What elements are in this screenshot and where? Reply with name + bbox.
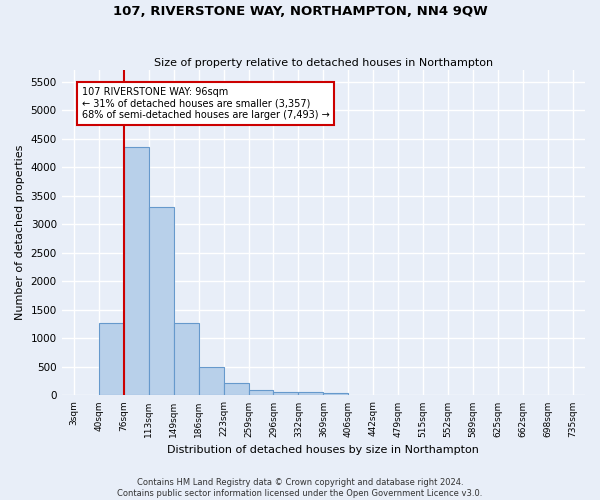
Text: Contains HM Land Registry data © Crown copyright and database right 2024.
Contai: Contains HM Land Registry data © Crown c… <box>118 478 482 498</box>
Bar <box>149 207 174 396</box>
Bar <box>174 323 199 396</box>
Bar <box>274 392 298 396</box>
X-axis label: Distribution of detached houses by size in Northampton: Distribution of detached houses by size … <box>167 445 479 455</box>
Bar <box>199 368 224 396</box>
Y-axis label: Number of detached properties: Number of detached properties <box>15 145 25 320</box>
Bar <box>248 390 274 396</box>
Bar <box>323 392 348 396</box>
Bar <box>224 383 248 396</box>
Bar <box>298 392 323 396</box>
Bar <box>99 323 124 396</box>
Text: 107 RIVERSTONE WAY: 96sqm
← 31% of detached houses are smaller (3,357)
68% of se: 107 RIVERSTONE WAY: 96sqm ← 31% of detac… <box>82 88 329 120</box>
Bar <box>124 147 149 396</box>
Title: Size of property relative to detached houses in Northampton: Size of property relative to detached ho… <box>154 58 493 68</box>
Text: 107, RIVERSTONE WAY, NORTHAMPTON, NN4 9QW: 107, RIVERSTONE WAY, NORTHAMPTON, NN4 9Q… <box>113 5 487 18</box>
